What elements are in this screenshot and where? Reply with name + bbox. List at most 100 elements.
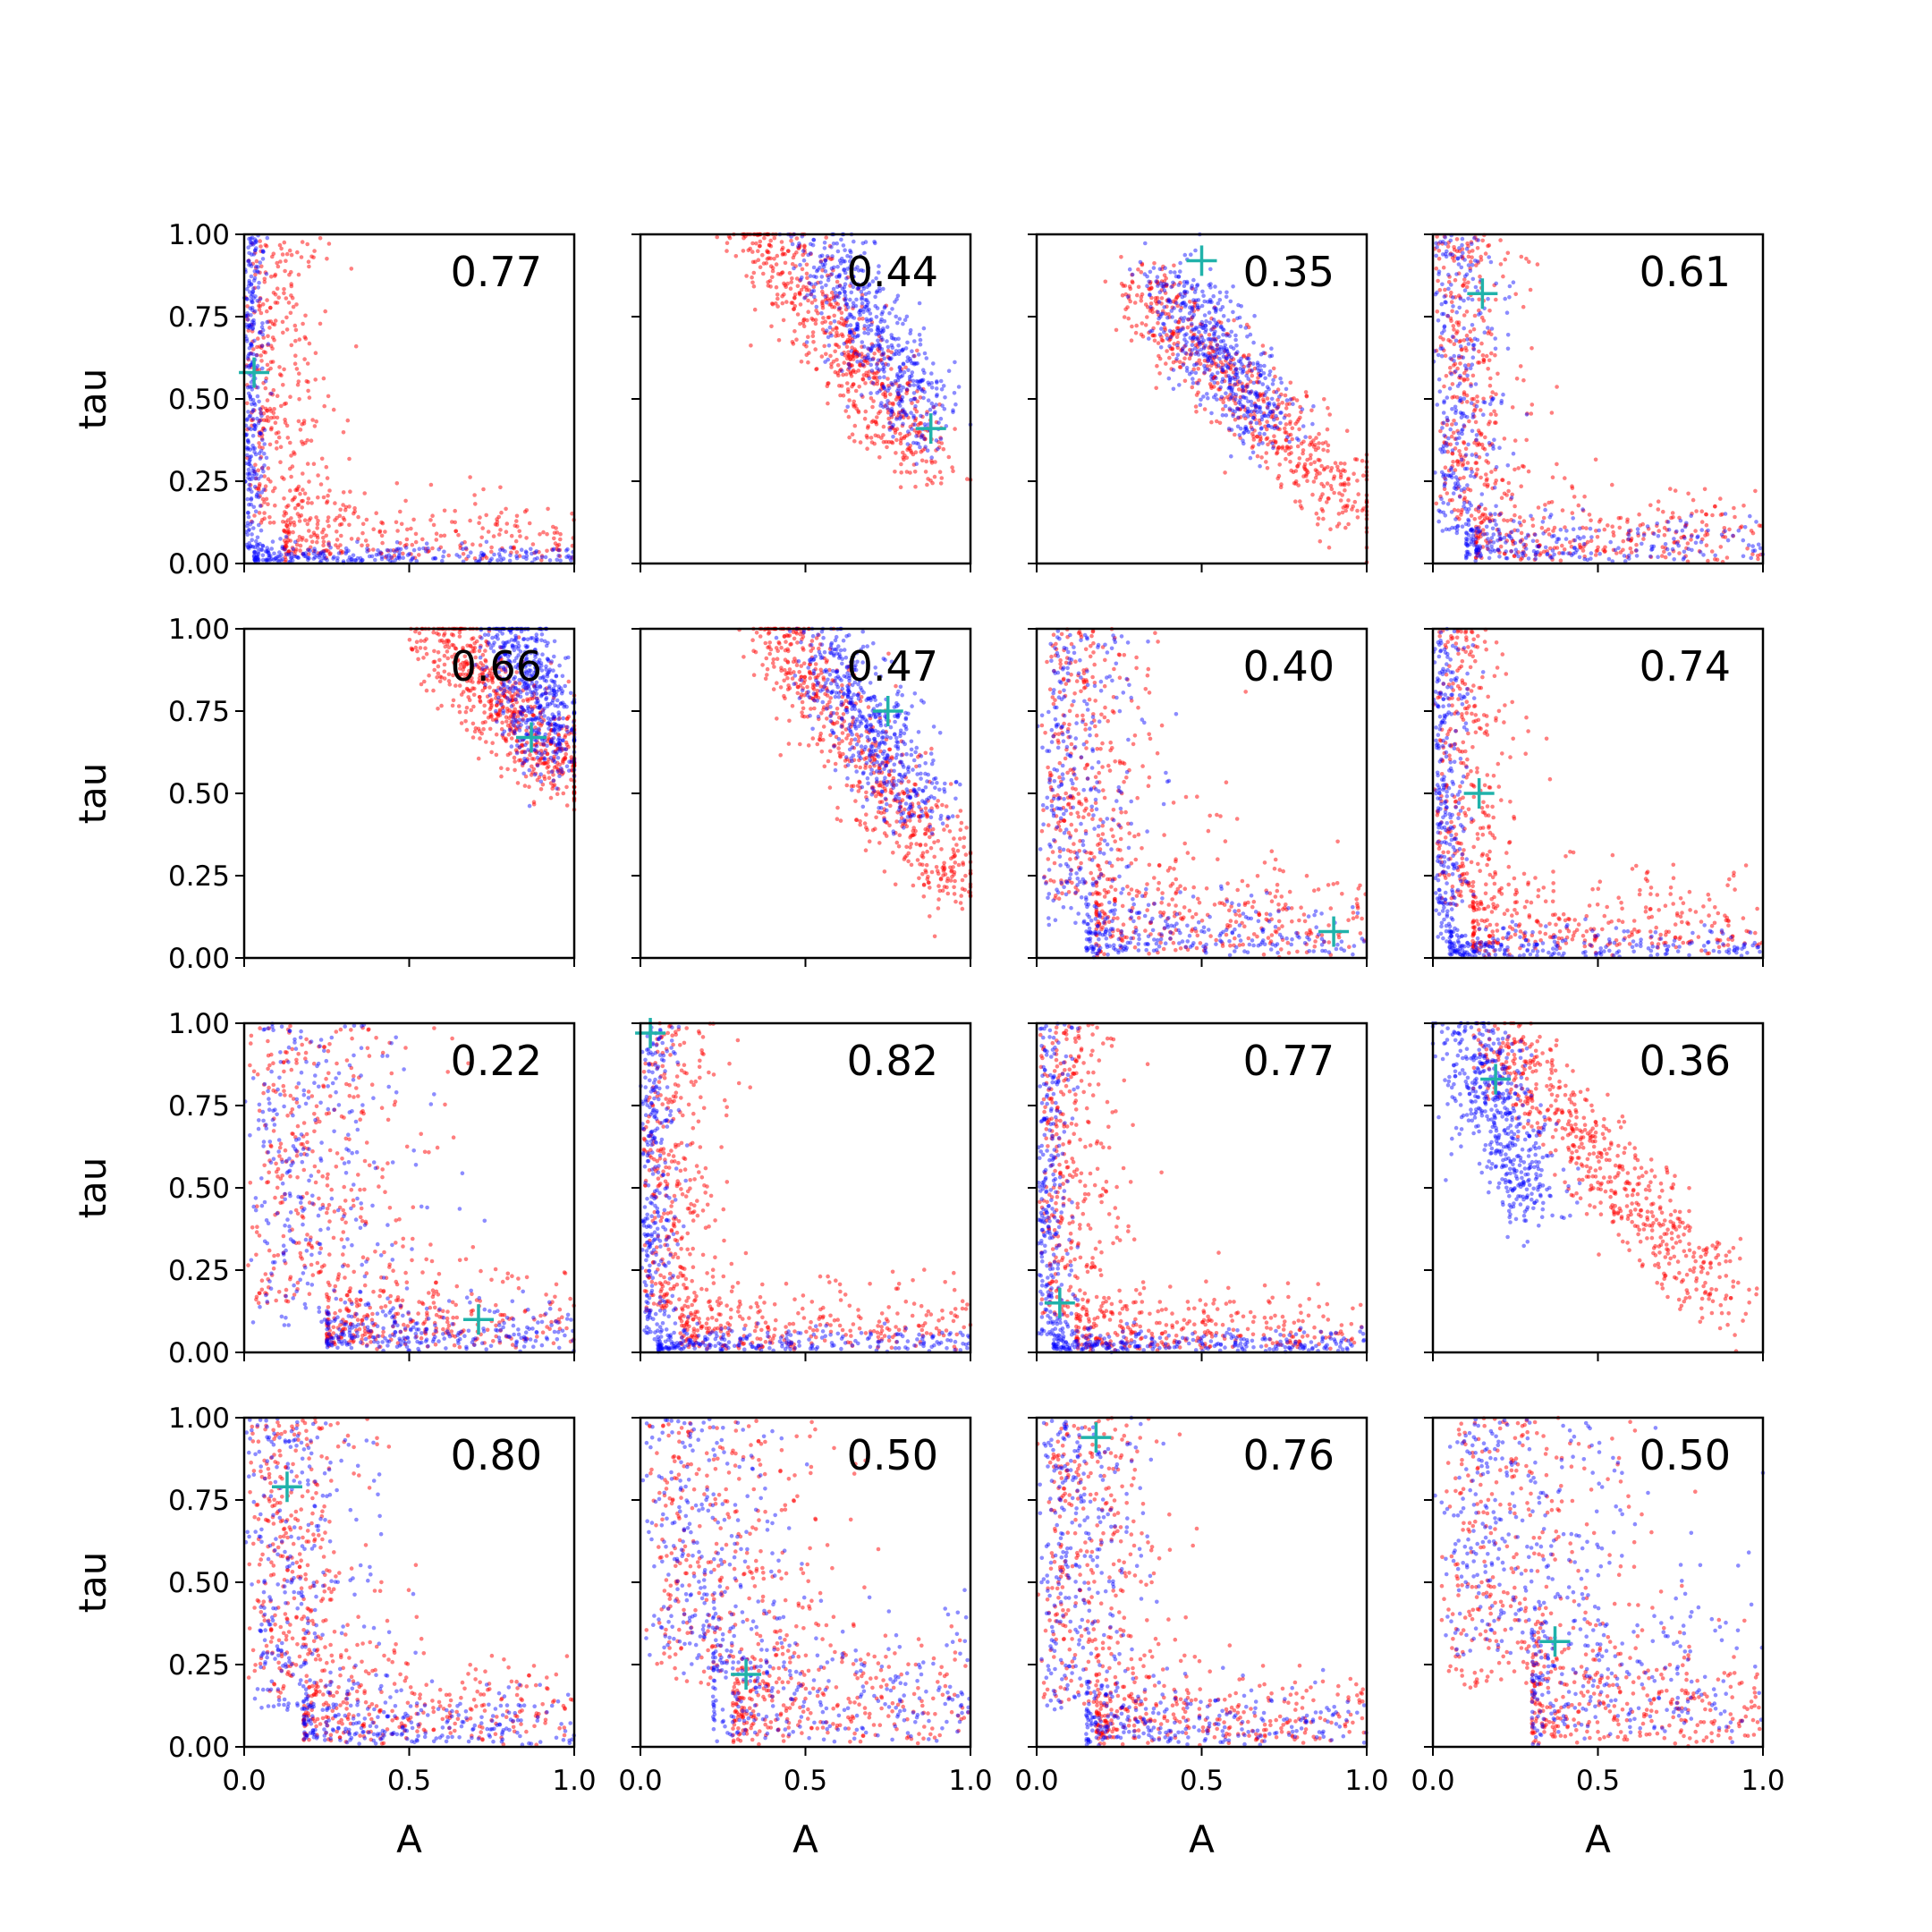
scatter-point	[1338, 461, 1343, 466]
scatter-point	[256, 468, 261, 473]
scatter-point	[776, 338, 782, 343]
scatter-point	[1451, 324, 1456, 328]
scatter-point	[822, 343, 826, 349]
scatter-point	[1524, 437, 1529, 443]
scatter-point	[1459, 265, 1464, 270]
scatter-point	[804, 340, 809, 344]
scatter-point	[1484, 472, 1488, 477]
scatter-point	[275, 415, 280, 420]
scatter-point	[1446, 337, 1451, 343]
scatter-point	[1122, 315, 1127, 319]
scatter-point	[953, 402, 958, 407]
scatter-point	[1741, 538, 1746, 543]
scatter-point	[1662, 525, 1667, 530]
scatter-point	[1149, 328, 1155, 334]
scatter-point	[273, 318, 278, 323]
scatter-point	[837, 284, 843, 288]
scatter-point	[1709, 549, 1715, 554]
scatter-point	[403, 546, 409, 550]
scatter-point	[273, 292, 278, 297]
scatter-point	[292, 523, 297, 528]
scatter-point	[1703, 533, 1707, 538]
scatter-point	[521, 555, 526, 560]
scatter-point	[1165, 336, 1170, 341]
scatter-point	[244, 336, 250, 342]
scatter-point	[1151, 266, 1157, 270]
scatter-point	[1283, 426, 1287, 431]
scatter-point	[248, 455, 252, 460]
scatter-point	[1479, 442, 1485, 447]
scatter-point	[1254, 420, 1259, 426]
scatter-point	[1660, 554, 1665, 558]
scatter-point	[1177, 328, 1182, 334]
scatter-point	[1718, 513, 1724, 517]
scatter-point	[398, 509, 402, 514]
scatter-point	[302, 491, 308, 496]
scatter-point	[914, 462, 919, 466]
scatter-point	[1483, 506, 1487, 512]
scatter-point	[1221, 333, 1225, 337]
scatter-point	[1212, 331, 1216, 336]
scatter-point	[1453, 408, 1459, 413]
scatter-point	[409, 526, 413, 531]
correlation-label: 0.35	[1243, 248, 1335, 296]
scatter-point	[1236, 415, 1241, 420]
scatter-point	[1750, 530, 1756, 536]
scatter-point	[288, 310, 293, 316]
scatter-point	[257, 300, 262, 304]
scatter-point	[418, 646, 423, 650]
scatter-point	[245, 287, 250, 292]
scatter-point	[1543, 507, 1547, 513]
scatter-point	[247, 346, 252, 351]
scatter-point	[245, 437, 250, 443]
scatter-point	[1487, 358, 1492, 363]
scatter-point	[290, 464, 295, 469]
scatter-point	[337, 522, 343, 527]
scatter-point	[1587, 513, 1592, 517]
scatter-point	[246, 258, 250, 264]
scatter-point	[490, 741, 495, 745]
scatter-point	[1489, 470, 1494, 474]
scatter-point	[410, 556, 415, 562]
scatter-point	[1237, 315, 1242, 320]
scatter-point	[1254, 404, 1258, 409]
scatter-point	[1475, 399, 1479, 404]
scatter-point	[1521, 542, 1526, 547]
scatter-point	[353, 558, 359, 563]
scatter-point	[267, 553, 271, 558]
scatter-point	[1496, 527, 1501, 532]
scatter-point	[1506, 480, 1512, 486]
scatter-point	[918, 342, 923, 347]
scatter-point	[1448, 473, 1453, 478]
scatter-point	[824, 300, 829, 305]
scatter-point	[824, 235, 828, 240]
scatter-point	[1272, 417, 1276, 422]
scatter-point	[263, 350, 268, 355]
scatter-point	[890, 383, 895, 387]
scatter-point	[263, 484, 268, 488]
scatter-point	[277, 550, 282, 555]
scatter-point	[851, 369, 855, 374]
scatter-point	[1172, 263, 1176, 268]
scatter-point	[1439, 470, 1445, 475]
scatter-point	[1502, 436, 1507, 441]
scatter-point	[765, 257, 770, 261]
scatter-point	[1241, 388, 1246, 394]
scatter-point	[524, 550, 529, 555]
scatter-point	[838, 261, 843, 266]
scatter-point	[1672, 537, 1676, 541]
scatter-point	[249, 380, 254, 385]
scatter-point	[1475, 530, 1480, 535]
scatter-point	[244, 363, 250, 368]
scatter-point	[250, 292, 255, 297]
scatter-point	[1452, 486, 1457, 490]
scatter-point	[555, 543, 560, 548]
scatter-point	[1535, 544, 1539, 548]
scatter-point	[1181, 362, 1186, 368]
scatter-point	[318, 551, 323, 555]
scatter-point	[478, 556, 483, 562]
scatter-point	[1463, 541, 1469, 547]
scatter-point	[324, 464, 329, 470]
scatter-point	[292, 552, 297, 557]
scatter-point	[829, 272, 835, 276]
